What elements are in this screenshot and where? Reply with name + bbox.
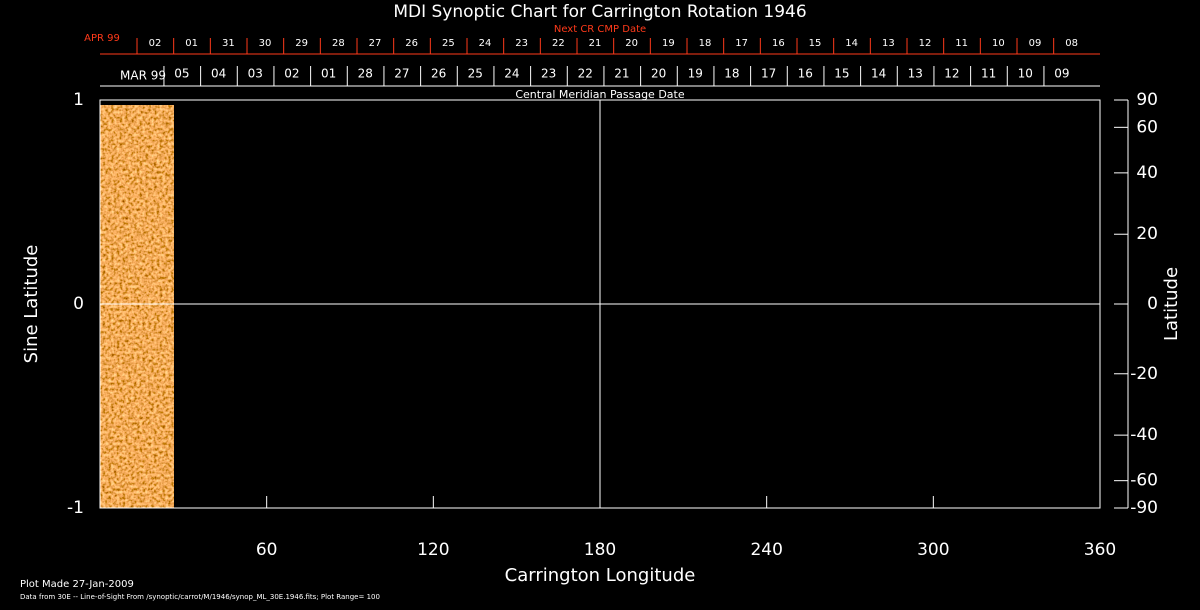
cmp-date-label: 28 [358, 67, 373, 81]
next-date-label: 15 [809, 38, 822, 49]
next-date-label: 16 [772, 38, 785, 49]
next-date-label: 23 [515, 38, 528, 49]
y2-tick-label: -20 [1130, 364, 1158, 384]
x-tick-label: 240 [750, 540, 782, 560]
next-date-label: 08 [1065, 38, 1078, 49]
y2-axis-label: Latitude [1161, 267, 1182, 341]
y2-tick-label: -60 [1130, 471, 1158, 491]
cmp-date-label: 24 [504, 67, 519, 81]
next-date-label: 18 [699, 38, 712, 49]
next-date-label: 10 [992, 38, 1005, 49]
next-date-label: 27 [369, 38, 382, 49]
x-tick-label: 60 [256, 540, 278, 560]
next-date-label: 21 [589, 38, 602, 49]
cmp-date-label: 09 [1054, 67, 1069, 81]
next-date-label: 12 [919, 38, 932, 49]
cmp-date-label: 13 [908, 67, 923, 81]
cmp-date-label: 05 [174, 67, 189, 81]
y-axis-label: Sine Latitude [21, 245, 42, 364]
next-date-label: 26 [405, 38, 418, 49]
next-date-label: 28 [332, 38, 345, 49]
cmp-date-label: 11 [981, 67, 996, 81]
next-date-label: 11 [955, 38, 968, 49]
x-tick-label: 300 [917, 540, 949, 560]
cmp-date-label: 25 [468, 67, 483, 81]
x-axis-label: Carrington Longitude [505, 565, 696, 586]
y2-tick-label: -40 [1130, 425, 1158, 445]
cmp-date-label: 18 [724, 67, 739, 81]
x-tick-label: 120 [417, 540, 449, 560]
y2-tick-label: -90 [1130, 498, 1158, 518]
y2-tick-label: 60 [1136, 117, 1158, 137]
magnetogram-strip [100, 105, 174, 508]
cmp-date-label: 03 [248, 67, 263, 81]
chart-title: MDI Synoptic Chart for Carrington Rotati… [393, 2, 806, 22]
next-date-label: 14 [845, 38, 858, 49]
x-tick-label: 180 [584, 540, 616, 560]
cmp-date-label: 15 [834, 67, 849, 81]
y-tick-label: -1 [67, 498, 84, 518]
next-date-label: 17 [735, 38, 748, 49]
next-month: APR 99 [84, 33, 120, 44]
next-date-label: 22 [552, 38, 565, 49]
y2-tick-label: 20 [1136, 224, 1158, 244]
cmp-date-label: 02 [284, 67, 299, 81]
next-date-label: 20 [625, 38, 638, 49]
cmp-date-label: 12 [944, 67, 959, 81]
next-date-label: 25 [442, 38, 455, 49]
next-date-label: 31 [222, 38, 235, 49]
next-date-label: 09 [1029, 38, 1042, 49]
cmp-month: MAR 99 [120, 69, 166, 83]
cmp-date-label: 17 [761, 67, 776, 81]
cmp-date-label: 22 [578, 67, 593, 81]
x-tick-label: 360 [1084, 540, 1116, 560]
next-date-label: 19 [662, 38, 675, 49]
cmp-date-label: 27 [394, 67, 409, 81]
cmp-date-label: 10 [1018, 67, 1033, 81]
cmp-date-label: 19 [688, 67, 703, 81]
next-date-label: 24 [479, 38, 492, 49]
cmp-date-label: 23 [541, 67, 556, 81]
cmp-date-label: 21 [614, 67, 629, 81]
footer-line: Data from 30E -- Line-of-Sight From /syn… [20, 593, 380, 601]
next-date-label: 13 [882, 38, 895, 49]
cmp-date-label: 16 [798, 67, 813, 81]
next-date-label: 01 [185, 38, 198, 49]
cmp-date-label: 04 [211, 67, 226, 81]
cmp-date-label: 20 [651, 67, 666, 81]
cmp-date-label: 26 [431, 67, 446, 81]
y2-tick-label: 40 [1136, 163, 1158, 183]
next-date-label: 30 [259, 38, 272, 49]
y2-tick-label: 90 [1136, 90, 1158, 110]
next-date-label: 02 [149, 38, 162, 49]
cmp-date-label: 14 [871, 67, 886, 81]
y-tick-label: 1 [73, 90, 84, 110]
cmp-axis-label: Central Meridian Passage Date [515, 88, 684, 101]
y2-tick-label: 0 [1147, 294, 1158, 314]
footer-line: Plot Made 27-Jan-2009 [20, 579, 134, 590]
next-axis-label: Next CR CMP Date [554, 24, 646, 35]
next-date-label: 29 [295, 38, 308, 49]
cmp-date-label: 01 [321, 67, 336, 81]
y-tick-label: 0 [73, 294, 84, 314]
